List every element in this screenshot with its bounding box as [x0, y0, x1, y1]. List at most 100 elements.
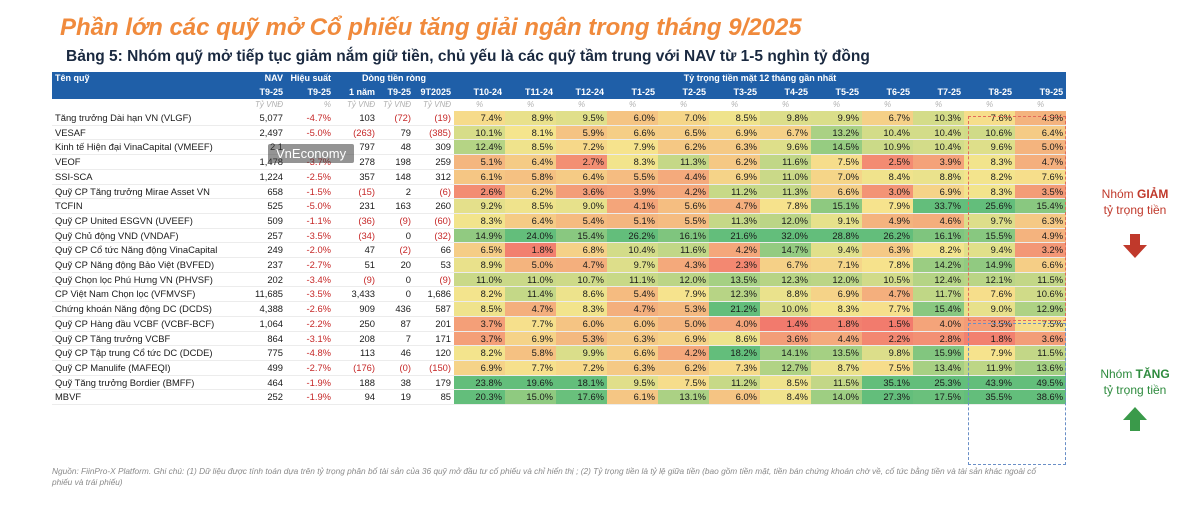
cash-ratio-cell: 38.6%: [1015, 389, 1067, 406]
net-flow-value: (32): [414, 228, 455, 244]
cash-ratio-cell: 5.3%: [556, 331, 608, 347]
source-note: Nguồn: FiinPro-X Platform. Ghi chú: (1) …: [52, 466, 1036, 487]
cash-ratio-cell: 6.9%: [709, 169, 761, 185]
cash-ratio-cell: 9.0%: [964, 301, 1016, 317]
cash-ratio-cell: 3.9%: [913, 154, 965, 170]
net-flow-value: 436: [378, 301, 414, 317]
net-flow-value: (36): [334, 213, 378, 229]
cash-ratio-cell: 4.7%: [862, 286, 914, 303]
cash-ratio-cell: 3.7%: [454, 316, 506, 332]
cash-ratio-cell: 6.7%: [760, 125, 812, 141]
cash-ratio-cell: 7.7%: [505, 360, 557, 376]
net-flow-value: 259: [414, 154, 455, 170]
cash-ratio-cell: 10.4%: [913, 125, 965, 141]
cash-ratio-cell: 14.9%: [454, 228, 506, 244]
cash-ratio-cell: 8.8%: [913, 169, 965, 185]
cash-ratio-cell: 21.6%: [709, 228, 761, 244]
cash-ratio-cell: 9.8%: [760, 111, 812, 126]
unit-label: %: [913, 99, 965, 111]
cash-ratio-cell: 6.8%: [556, 242, 608, 259]
fund-name: Quỹ CP Năng động Bảo Việt (BVFED): [52, 257, 248, 273]
table-row: Quỹ CP Tăng trưởng VCBF 864 -3.1% 208 7 171 3.…: [52, 331, 1067, 347]
cash-ratio-cell: 4.2%: [658, 184, 710, 200]
cash-ratio-cell: 7.6%: [964, 286, 1016, 303]
unit-label: %: [454, 99, 506, 111]
cash-ratio-cell: 35.5%: [964, 389, 1016, 406]
header-performance: Hiệu suất: [286, 72, 334, 85]
cash-ratio-cell: 28.8%: [811, 228, 863, 244]
net-flow-value: 163: [378, 198, 414, 214]
header-nav-period: T9-25: [248, 85, 286, 99]
net-flow-value: 7: [378, 331, 414, 347]
cash-ratio-cell: 32.0%: [760, 228, 812, 244]
cash-ratio-cell: 6.9%: [811, 286, 863, 303]
cash-ratio-cell: 5.8%: [505, 169, 557, 185]
unit-label: %: [505, 99, 557, 111]
cash-ratio-cell: 8.5%: [505, 198, 557, 214]
cash-ratio-cell: 9.8%: [862, 345, 914, 361]
cash-ratio-cell: 15.9%: [913, 345, 965, 361]
fund-name: Quỹ CP Tăng trưởng VCBF: [52, 331, 248, 347]
cash-ratio-cell: 8.6%: [709, 331, 761, 347]
net-flow-value: 208: [334, 331, 378, 347]
table-row: CP Việt Nam Chọn lọc (VFMVSF) 11,685 -3.5%…: [52, 286, 1067, 303]
performance-value: -1.9%: [286, 375, 334, 391]
nav-value: 11,685: [248, 286, 286, 303]
cash-ratio-cell: 5.0%: [1015, 139, 1067, 156]
net-flow-value: (385): [414, 125, 455, 141]
cash-ratio-cell: 8.5%: [709, 111, 761, 126]
cash-ratio-cell: 9.6%: [760, 139, 812, 156]
header-nav: NAV: [248, 72, 286, 85]
cash-ratio-cell: 9.7%: [607, 257, 659, 273]
header-month: T12-24: [556, 85, 608, 99]
cash-ratio-cell: 6.9%: [658, 331, 710, 347]
cash-ratio-cell: 33.7%: [913, 198, 965, 214]
performance-value: -3.5%: [286, 228, 334, 244]
cash-ratio-cell: 14.9%: [964, 257, 1016, 273]
cash-ratio-cell: 10.3%: [913, 111, 965, 126]
cash-ratio-cell: 1.8%: [964, 331, 1016, 347]
cash-ratio-cell: 12.4%: [454, 139, 506, 156]
cash-ratio-cell: 6.4%: [505, 154, 557, 170]
table-row: TCFIN 525 -5.0% 231 163 260 9.2% 8.5% 9.0% 4.1% 5.…: [52, 198, 1067, 214]
cash-ratio-cell: 5.1%: [607, 213, 659, 229]
cash-ratio-cell: 11.2%: [709, 184, 761, 200]
net-flow-value: 250: [334, 316, 378, 332]
cash-ratio-cell: 4.2%: [658, 345, 710, 361]
net-flow-value: 179: [414, 375, 455, 391]
cash-ratio-cell: 2.3%: [709, 257, 761, 273]
cash-ratio-cell: 8.3%: [964, 154, 1016, 170]
net-flow-value: (9): [414, 272, 455, 288]
cash-ratio-cell: 16.1%: [658, 228, 710, 244]
net-flow-value: (72): [378, 111, 414, 126]
cash-ratio-cell: 6.0%: [607, 111, 659, 126]
header-month: T3-25: [709, 85, 761, 99]
cash-ratio-cell: 11.5%: [1015, 345, 1067, 361]
cash-ratio-cell: 8.2%: [454, 345, 506, 361]
cash-ratio-cell: 6.0%: [556, 316, 608, 332]
cash-ratio-cell: 8.4%: [862, 169, 914, 185]
cash-ratio-cell: 10.1%: [454, 125, 506, 141]
unit-label: Tỷ VNĐ: [378, 99, 414, 111]
cash-ratio-cell: 4.7%: [1015, 154, 1067, 170]
cash-ratio-cell: 12.7%: [760, 360, 812, 376]
unit-label: %: [658, 99, 710, 111]
nav-value: 525: [248, 198, 286, 214]
net-flow-value: (60): [414, 213, 455, 229]
cash-ratio-cell: 7.4%: [454, 111, 506, 126]
cash-ratio-cell: 1.8%: [505, 242, 557, 259]
nav-value: 5,077: [248, 111, 286, 126]
cash-ratio-cell: 1.8%: [811, 316, 863, 332]
cash-ratio-cell: 13.5%: [709, 272, 761, 288]
cash-ratio-cell: 4.3%: [658, 257, 710, 273]
fund-name: CP Việt Nam Chọn lọc (VFMVSF): [52, 286, 248, 303]
unit-label: %: [709, 99, 761, 111]
cash-ratio-cell: 5.4%: [556, 213, 608, 229]
cash-ratio-cell: 10.4%: [862, 125, 914, 141]
nav-value: 509: [248, 213, 286, 229]
net-flow-value: 53: [414, 257, 455, 273]
header-month: T4-25: [760, 85, 812, 99]
cash-ratio-cell: 9.6%: [964, 139, 1016, 156]
cash-ratio-cell: 13.4%: [913, 360, 965, 376]
nav-value: 1,224: [248, 169, 286, 185]
